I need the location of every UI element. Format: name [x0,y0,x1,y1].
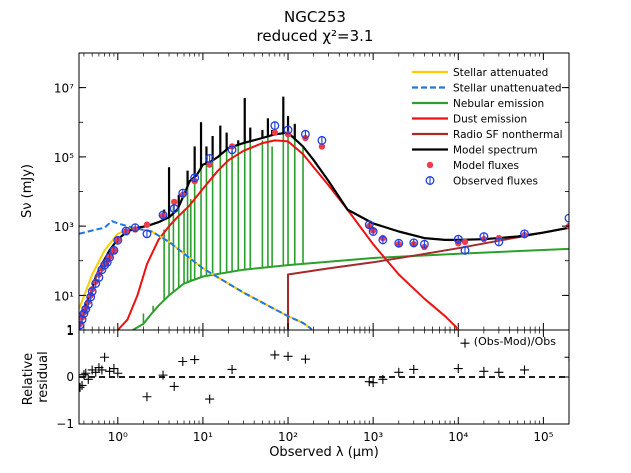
residual-point [97,365,107,375]
residual-point [453,364,463,374]
residual-y-axis: −1 0 1 [56,323,569,431]
residual-point [81,368,91,378]
residual-annotation: (Obs-Mod)/Obs [474,335,556,348]
model-flux-point [171,198,178,206]
residual-point [270,350,280,360]
main-y-axis-label: Sν (mJy) [20,164,35,218]
chart-title: NGC253 [284,8,346,26]
x-tick-label: 10⁰ [108,430,128,444]
residual-point [113,368,123,378]
residual-point [300,354,310,364]
main-series-layer [79,96,569,330]
residual-point [190,355,200,365]
residual-point [364,377,374,387]
main-y-axis: 1 10¹ 10³ 10⁵ 10⁷ [54,52,569,338]
x-tick-label: 10² [278,430,298,444]
residual-point [178,356,188,366]
main-plot-frame [78,52,570,331]
residual-point [394,367,404,377]
legend-stellar-unattenuated-label: Stellar unattenuated [453,83,562,95]
residual-point [494,367,504,377]
residual-point [368,378,378,388]
residual-y-tick-label: 1 [66,323,74,337]
residual-point [227,364,237,374]
x-axis-label: Observed λ (μm) [269,445,379,460]
residual-point [169,381,179,391]
legend-radio-sf-nonthermal-label: Radio SF nonthermal [453,129,563,141]
main-y-tick-label: 10³ [54,220,74,234]
residual-point [283,351,293,361]
chart-subtitle: reduced χ²=3.1 [257,27,374,45]
residual-point [460,338,470,348]
legend-stellar-attenuated-label: Stellar attenuated [453,67,548,79]
residual-point [378,374,388,384]
residual-point [91,367,101,377]
observed-flux-point [564,213,569,223]
residual-layer [79,338,569,404]
residual-point [109,364,119,374]
model-flux-point [206,161,213,168]
main-y-tick-label: 1 [66,324,74,338]
residual-point [100,352,110,362]
residual-y-tick-label: −1 [56,417,74,431]
flux-points-layer [79,121,569,330]
residual-y-label-line1: Relative [21,353,36,405]
residual-point [519,365,529,375]
legend-model-fluxes-label: Model fluxes [453,160,519,172]
legend-observed-fluxes-label: Observed fluxes [453,176,538,188]
residual-point [79,382,85,392]
residual-point [142,392,152,402]
main-y-tick-label: 10¹ [54,289,74,303]
legend-model-fluxes-swatch [426,161,434,169]
model-flux-point [318,143,326,150]
residual-y-label-line2: residual [36,351,51,403]
dust-emission-line [117,139,458,330]
x-tick-label: 10¹ [193,430,213,444]
stellar-unattenuated-line [79,220,313,330]
legend-model-spectrum-label: Model spectrum [453,145,538,157]
residual-point [409,364,419,374]
residual-point [79,370,89,380]
main-y-tick-label: 10⁷ [54,82,74,96]
model-flux-point [271,129,279,136]
model-flux-point [143,221,151,228]
x-tick-label: 10⁵ [533,430,553,444]
legend-dust-emission-label: Dust emission [453,114,527,126]
legend-nebular-emission-label: Nebular emission [453,98,544,110]
residual-point [479,366,489,376]
residual-point [158,370,168,380]
residual-y-tick-label: 0 [66,370,74,384]
x-tick-label: 10⁴ [448,430,468,444]
main-y-tick-label: 10⁵ [54,151,74,165]
main-x-ticks [83,53,570,330]
residual-point [564,352,569,362]
residual-point [83,374,93,384]
nebular-emission-line [132,247,569,330]
legend: Stellar attenuated Stellar unattenuated Ne… [412,67,563,188]
stellar-attenuated-line [79,226,313,330]
x-axis: 10⁰ 10¹ 10² 10³ 10⁴ 10⁵ [83,330,570,444]
residual-y-axis-label: Relative residual [21,349,51,406]
main-plot: 1 10¹ 10³ 10⁵ 10⁷ Sν (mJy) [20,52,570,338]
model-flux-point [461,238,469,246]
residual-plot: −1 0 1 10⁰ 10¹ 10² 10³ 10⁴ 10⁵ Relative residua… [21,323,570,460]
x-tick-label: 10³ [363,430,383,444]
residual-point [205,394,215,404]
